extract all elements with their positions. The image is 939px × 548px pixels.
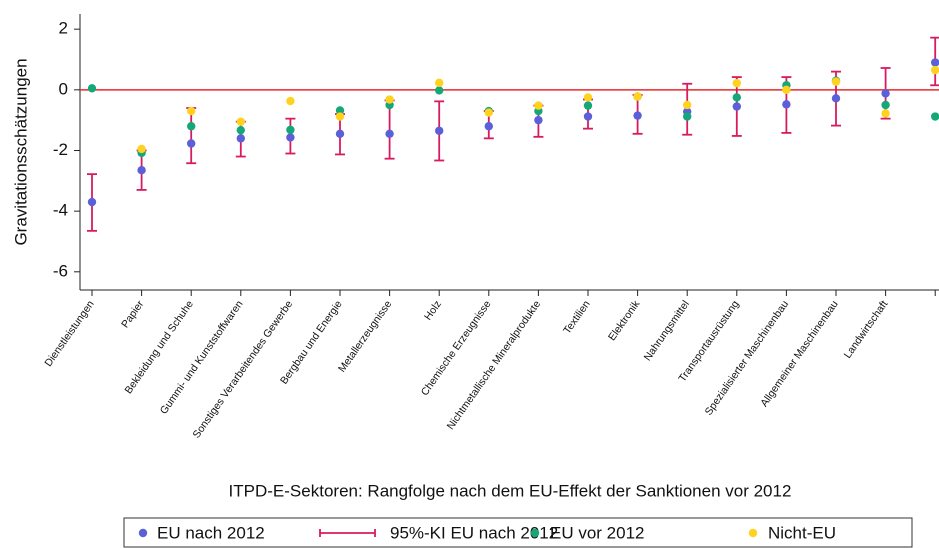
dot <box>484 122 493 131</box>
dot <box>484 108 493 117</box>
dot <box>534 101 543 110</box>
legend-marker <box>530 528 540 538</box>
legend-label: 95%-KI EU nach 2012 <box>390 523 558 542</box>
x-tick-label: Spezialisierter Maschinenbau <box>703 298 792 417</box>
dot <box>931 58 939 67</box>
dot <box>732 93 741 102</box>
dot <box>137 144 146 154</box>
x-tick-label: Dienstleistungen <box>42 298 96 369</box>
x-axis-title: ITPD-E-Sektoren: Rangfolge nach dem EU-E… <box>229 481 792 500</box>
legend-marker <box>748 528 758 538</box>
dot <box>187 122 196 131</box>
dot <box>534 115 543 125</box>
dot <box>286 125 295 135</box>
dot <box>236 134 245 143</box>
legend-marker <box>138 528 148 538</box>
dot <box>435 78 444 88</box>
x-tick-label: Textilien <box>561 298 593 336</box>
dot <box>286 96 295 106</box>
y-tick-label: -4 <box>53 201 68 220</box>
x-tick-label: Metallerzeugnisse <box>336 298 394 374</box>
dot <box>881 109 890 118</box>
dot <box>831 94 841 103</box>
legend-label: EU nach 2012 <box>157 523 265 542</box>
error-bar <box>186 107 197 165</box>
dot <box>236 125 245 135</box>
x-tick-label: Elektronik <box>606 298 643 343</box>
y-tick-label: -6 <box>53 261 68 280</box>
dot <box>335 106 345 115</box>
dot <box>782 85 791 95</box>
legend-label: Nicht-EU <box>768 523 836 542</box>
legend-box <box>123 517 913 548</box>
dot <box>881 100 890 110</box>
dot <box>87 197 97 207</box>
dot <box>683 112 692 121</box>
x-tick-label: Nichtmetallische Mineralprodukte <box>445 298 544 432</box>
y-axis-title: Gravitationsschätzungen <box>11 58 30 245</box>
dot <box>137 165 146 175</box>
dot <box>187 139 196 148</box>
dot <box>385 95 394 104</box>
dot <box>831 77 841 86</box>
dot <box>583 112 593 121</box>
x-tick-label: Holz <box>422 298 444 322</box>
y-tick-label: 0 <box>59 79 68 98</box>
y-tick-label: 2 <box>59 19 68 38</box>
dot <box>583 93 593 102</box>
x-tick-label: Gummi- und Kunststoffwaren <box>158 298 246 416</box>
x-tick-label: Nahrungsmittel <box>642 298 692 363</box>
dot <box>683 100 692 110</box>
dot <box>782 100 791 109</box>
x-tick-label: Sonstiges Verarbeitendes Gewerbe <box>191 298 296 440</box>
dot <box>87 84 97 93</box>
dot <box>435 86 444 95</box>
dot <box>583 101 593 110</box>
dot <box>286 133 295 142</box>
dot <box>881 89 890 98</box>
dot <box>633 92 642 101</box>
dot <box>335 112 345 121</box>
dot <box>385 129 394 139</box>
dot <box>335 129 345 139</box>
dot <box>732 78 741 88</box>
x-tick-label: Papier <box>119 298 147 330</box>
legend-label: EU vor 2012 <box>550 523 645 542</box>
dot <box>931 112 939 121</box>
dot <box>732 102 741 111</box>
dot <box>236 117 245 126</box>
dot <box>931 65 939 75</box>
dot <box>633 111 642 120</box>
x-tick-label: Landwirtschaft <box>842 298 891 360</box>
dot <box>187 106 196 116</box>
y-tick-label: -2 <box>53 140 68 159</box>
dot <box>435 126 444 135</box>
